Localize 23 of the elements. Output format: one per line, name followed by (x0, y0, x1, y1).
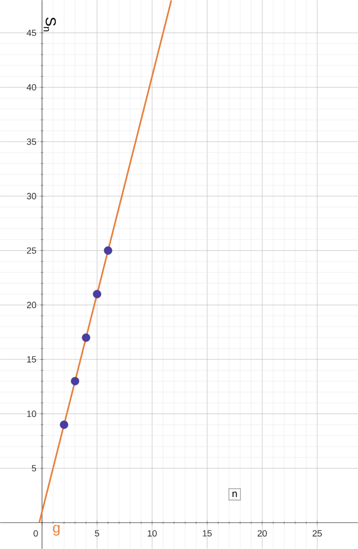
x-tick-label: 10 (148, 530, 157, 537)
series-label: g (53, 524, 60, 536)
y-axis-title: S$_{n}$ (44, 17, 56, 32)
point (70, 376, 80, 386)
y-tick-label: 35 (26, 138, 36, 145)
y-tick-label: 40 (26, 84, 36, 90)
y-tick-label: 15 (27, 356, 36, 363)
y-tick-label: 10 (27, 410, 36, 418)
point (92, 290, 102, 298)
x-tick-label: 0 (34, 530, 38, 537)
point (82, 333, 90, 342)
y-tick-label: 45 (26, 30, 36, 36)
y-tick-label: 5 (32, 465, 36, 472)
x-tick-label: 20 (258, 530, 267, 537)
x-tick-label: 15 (202, 530, 212, 536)
y-tick-label: 20 (26, 302, 36, 308)
point (104, 246, 112, 255)
y-tick-label: 25 (26, 247, 36, 254)
x-tick-label: 25 (312, 530, 322, 537)
x-axis-title: n (232, 492, 237, 498)
point (60, 420, 68, 429)
y-tick-label: 30 (26, 192, 36, 200)
x-tick-label: 5 (94, 530, 100, 536)
